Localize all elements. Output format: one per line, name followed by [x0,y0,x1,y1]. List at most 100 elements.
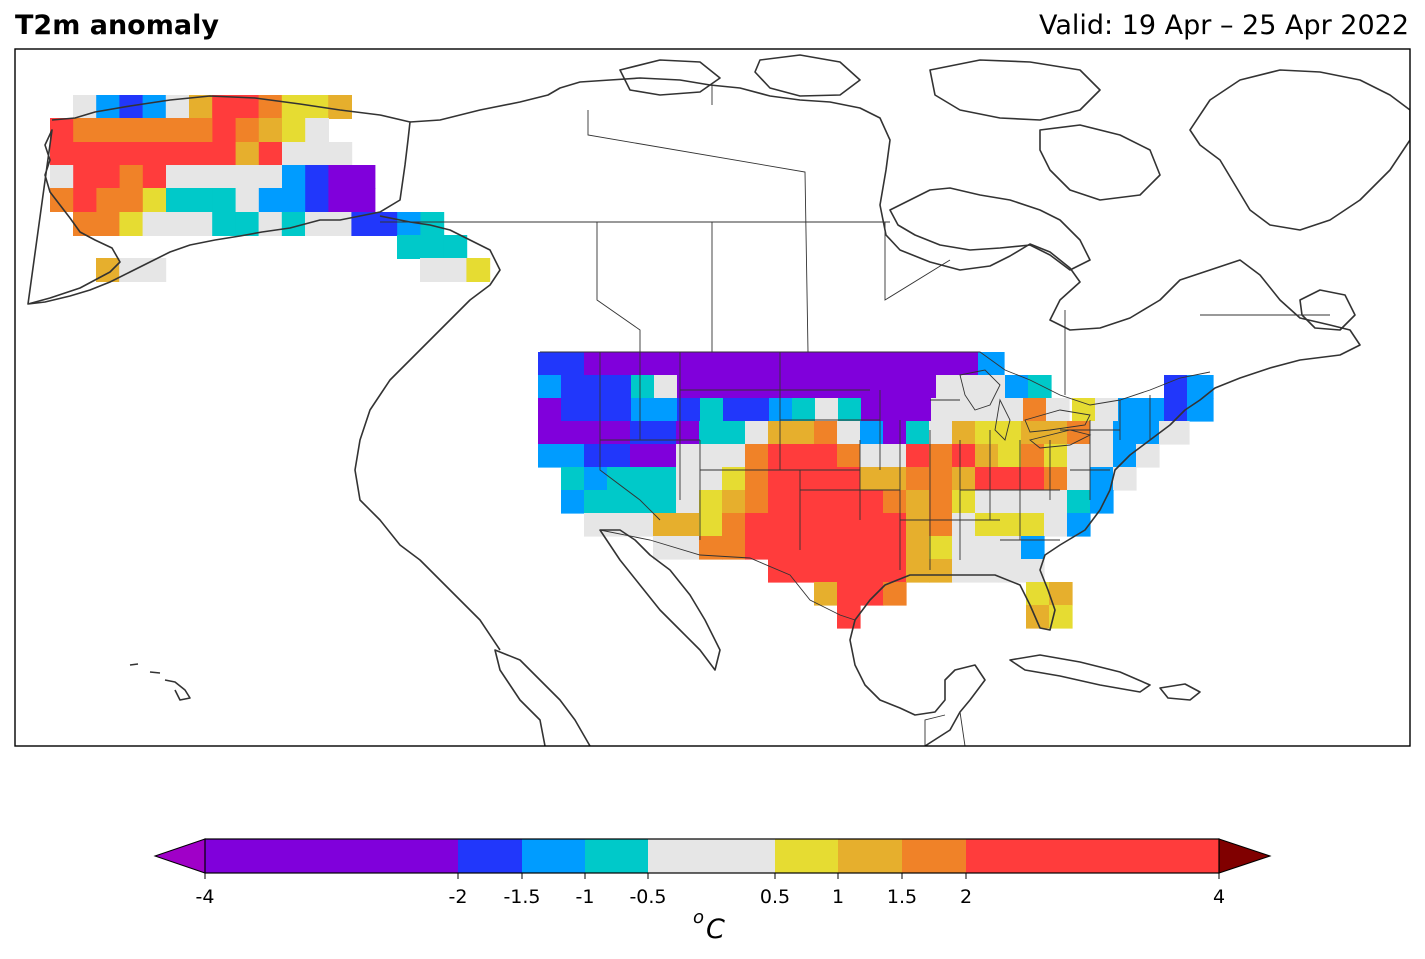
anomaly-cell [281,95,306,119]
anomaly-cell [768,490,815,514]
anomaly-cell [676,490,700,514]
anomaly-cell [906,421,930,445]
anomaly-cell [1118,398,1142,422]
anomaly-cell [1005,375,1029,399]
anomaly-cell [931,398,978,422]
anomaly-cell [212,165,237,189]
anomaly-cell [700,398,724,422]
anomaly-cell [768,559,815,583]
anomaly-cell [654,375,678,399]
mainland-coastline [409,77,1361,746]
anomaly-cell [282,165,306,189]
anomaly-cell [838,398,862,422]
anomaly-cell [142,118,167,142]
colorbar-tick-label: 1 [832,886,844,908]
anomaly-cell [420,258,444,282]
anomaly-cell [73,165,97,189]
colorbar-tick-label: -4 [196,886,215,908]
anomaly-cell [1141,398,1165,422]
anomaly-cell [420,235,444,259]
anomaly-cell [50,165,74,189]
anomaly-cell [982,375,1006,399]
anomaly-cell [748,352,979,376]
anomaly-cell [305,165,329,189]
anomaly-cell [235,188,260,212]
anomaly-cell [815,398,839,422]
anomaly-cell [699,536,723,560]
anomaly-cell [1021,513,1045,537]
colorbar-unit-label: C [706,914,725,945]
anomaly-cell [96,165,121,189]
anomaly-cell [281,212,306,236]
anomaly-cell [745,536,792,560]
anomaly-cell [975,513,1022,537]
anomaly-cell [328,95,352,119]
newfoundland [1299,289,1356,331]
anomaly-cell [929,559,953,583]
anomaly-cell [677,398,701,422]
anomaly-cell [212,212,236,236]
colorbar-band [522,839,585,873]
anomaly-cell [1113,444,1137,468]
colorbar-unit-symbol: o [693,907,704,928]
us-canada-49th [540,351,1211,406]
anomaly-cell [212,188,237,212]
anomaly-cell [906,536,930,560]
anomaly-cell [397,212,421,236]
political-borders [380,85,1330,746]
anomaly-cell [929,536,953,560]
anomaly-cell [791,421,815,445]
anomaly-cell [929,421,953,445]
anomaly-cell [561,444,585,468]
anomaly-cell [189,165,213,189]
colorbar-tick-label: -0.5 [629,886,666,908]
anomaly-cell [745,467,769,491]
anomaly-cell [50,142,74,166]
anomaly-cell [952,467,976,491]
anomaly-cell [998,536,1022,560]
anomaly-cell [166,188,190,212]
anomaly-cell [768,467,815,491]
arctic-island-1 [929,59,1101,121]
anomaly-cell [212,95,236,119]
anomaly-cell [561,467,585,491]
anomaly-cell [653,513,700,537]
anomaly-cell [860,421,884,445]
anomaly-cell [96,188,121,212]
anomaly-cell [998,467,1022,491]
anomaly-cell [631,375,655,399]
anomaly-cell [420,212,445,236]
cuba [1009,654,1151,693]
anomaly-cell [998,444,1022,468]
anomaly-cell [235,165,260,189]
colorbar-frame [204,838,1220,874]
anomaly-cell [791,513,838,537]
anomaly-cell [631,398,678,422]
colorbar-band [585,839,648,873]
colorbar-band [775,839,838,873]
anomaly-cell [351,188,376,212]
colorbar-under-arrow [153,838,206,874]
anomaly-cell [119,165,144,189]
anomaly-cell [1021,467,1045,491]
anomaly-cell [235,118,260,142]
anomaly-cell [860,490,884,514]
anomaly-cell [538,421,631,445]
anomaly-cell [722,444,746,468]
anomaly-cell [906,444,930,468]
anomaly-cell [165,212,190,236]
anomaly-cell [837,444,861,468]
anomaly-cell [443,235,468,259]
anomaly-cell [96,212,120,236]
state-lines [599,352,1151,570]
anomaly-cell [142,212,167,236]
anomaly-cell [142,165,167,189]
anomaly-cell [166,118,190,142]
anomaly-cell [676,444,723,468]
anomaly-cell [677,375,772,399]
anomaly-cell [792,398,816,422]
anomaly-cell [745,421,769,445]
anomaly-cell [998,490,1022,514]
coastlines [27,54,1410,746]
colorbar-band [902,839,966,873]
